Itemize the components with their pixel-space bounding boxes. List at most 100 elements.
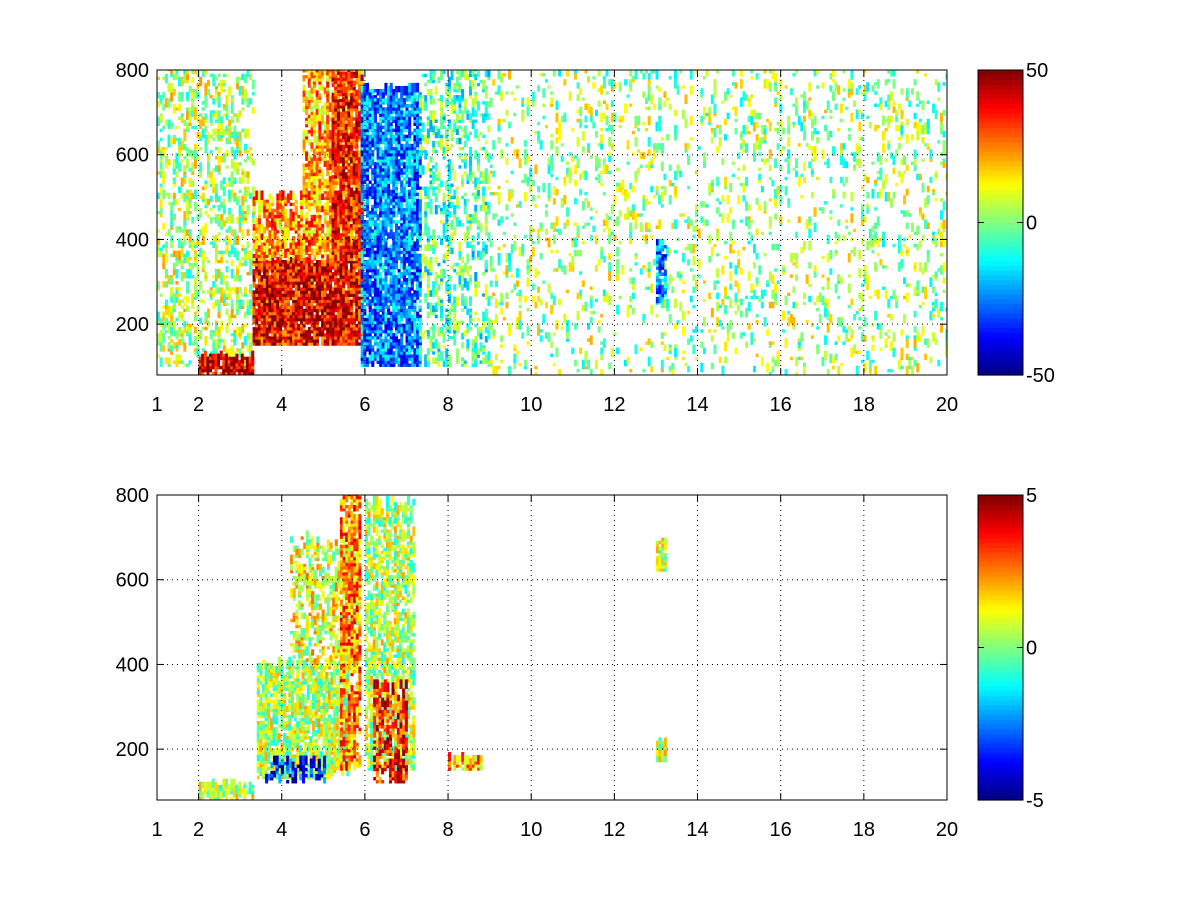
heatmap-cell (381, 153, 385, 157)
heatmap-cell (329, 251, 333, 255)
heatmap-cell (350, 92, 354, 97)
heatmap-cell (392, 253, 396, 264)
heatmap-cell (381, 329, 385, 334)
heatmap-cell (328, 96, 332, 100)
heatmap-cell (416, 82, 420, 93)
heatmap-cell (167, 278, 171, 282)
heatmap-cell (276, 193, 280, 201)
heatmap-cell (292, 336, 296, 340)
heatmap-cell (225, 265, 229, 273)
heatmap-cell (339, 178, 343, 182)
heatmap-cell (236, 265, 240, 270)
heatmap-cell (352, 254, 356, 258)
heatmap-cell (159, 207, 163, 215)
heatmap-cell (196, 131, 200, 139)
heatmap-cell (360, 70, 364, 76)
heatmap-cell (368, 357, 372, 361)
heatmap-cell (350, 166, 354, 173)
heatmap-cell (381, 156, 385, 160)
heatmap-cell (310, 214, 314, 219)
heatmap-cell (371, 314, 375, 325)
heatmap-cell (214, 85, 218, 90)
heatmap-cell (344, 302, 348, 307)
heatmap-cell (371, 244, 375, 255)
heatmap-cell (207, 171, 211, 175)
heatmap-cell (397, 134, 401, 139)
heatmap-cell (214, 320, 218, 325)
heatmap-cell (368, 299, 372, 306)
heatmap-cell (255, 253, 259, 264)
heatmap-cell (400, 354, 404, 358)
heatmap-cell (286, 281, 290, 285)
heatmap-cell (300, 224, 304, 228)
heatmap-cell (209, 241, 213, 245)
heatmap-cell (357, 296, 361, 300)
heatmap-cell (193, 287, 197, 297)
heatmap-cell (328, 102, 332, 113)
heatmap-cell (336, 89, 340, 94)
heatmap-cell (387, 101, 391, 108)
heatmap-cell (366, 281, 370, 291)
heatmap-cell (400, 195, 404, 200)
heatmap-cell (263, 287, 267, 291)
heatmap-cell (318, 70, 322, 76)
heatmap-cell (225, 183, 229, 187)
heatmap-cell (265, 269, 269, 273)
heatmap-cell (263, 336, 267, 340)
heatmap-cell (376, 275, 380, 285)
heatmap-cell (315, 172, 319, 183)
heatmap-cell (331, 214, 335, 219)
heatmap-cell (355, 317, 359, 322)
heatmap-cell (252, 327, 256, 331)
heatmap-cell (240, 362, 244, 367)
heatmap-cell (334, 314, 338, 325)
heatmap-cell (360, 227, 364, 231)
heatmap-cell (196, 235, 200, 239)
heatmap-cell (366, 174, 370, 181)
heatmap-cell (252, 227, 256, 237)
heatmap-cell (248, 359, 252, 370)
heatmap-cell (387, 210, 391, 221)
heatmap-cell (251, 79, 255, 90)
heatmap-cell (366, 253, 370, 258)
heatmap-cell (193, 88, 197, 93)
heatmap-cell (294, 259, 298, 264)
heatmap-cell (214, 214, 218, 224)
heatmap-cell (342, 199, 346, 210)
heatmap-cell (318, 169, 322, 174)
heatmap-cell (297, 269, 301, 273)
heatmap-cell (255, 227, 259, 231)
heatmap-cell (225, 235, 229, 239)
heatmap-cell (225, 244, 229, 248)
heatmap-cell (331, 163, 335, 173)
heatmap-cell (321, 284, 325, 288)
heatmap-cell (350, 214, 354, 219)
heatmap-cell (246, 156, 250, 160)
heatmap-cell (162, 104, 166, 111)
heatmap-cell (183, 210, 187, 221)
heatmap-cell (315, 230, 319, 234)
heatmap-cell (241, 247, 245, 252)
heatmap-cell (257, 257, 261, 262)
heatmap-cell (379, 278, 383, 285)
heatmap-cell (389, 296, 393, 300)
heatmap-cell (297, 254, 301, 262)
heatmap-cell (271, 256, 275, 264)
heatmap-cell (326, 111, 330, 116)
heatmap-cell (408, 177, 412, 187)
heatmap-cell (355, 126, 359, 130)
heatmap-cell (249, 70, 253, 72)
heatmap-cell (191, 149, 195, 157)
heatmap-cell (360, 265, 364, 270)
heatmap-cell (292, 302, 296, 307)
heatmap-cell (198, 365, 202, 375)
heatmap-cell (326, 324, 330, 328)
heatmap-cell (416, 134, 420, 139)
heatmap-cell (347, 117, 351, 121)
heatmap-cell (405, 357, 409, 364)
heatmap-cell (188, 201, 192, 209)
heatmap-cell (180, 113, 184, 123)
heatmap-cell (183, 70, 187, 75)
heatmap-cell (352, 296, 356, 300)
heatmap-cell (381, 88, 385, 93)
